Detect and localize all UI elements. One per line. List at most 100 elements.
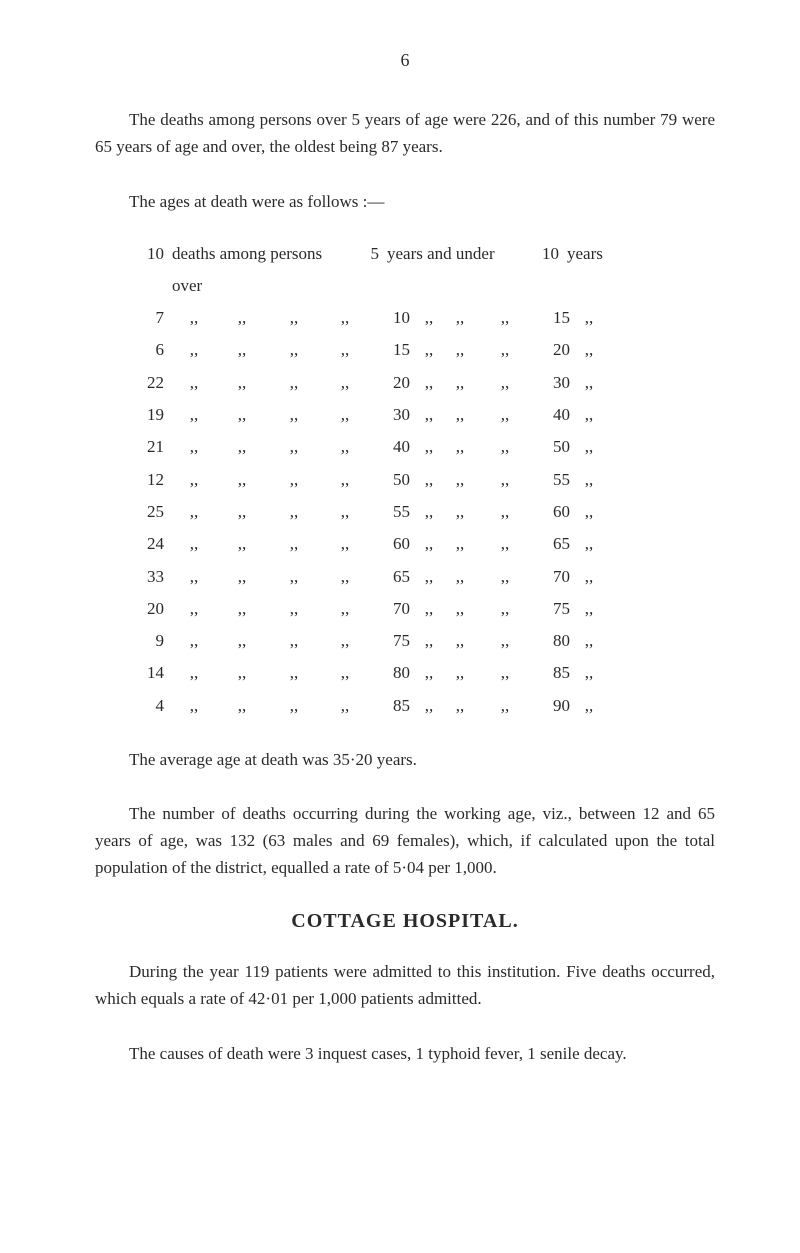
age-row: 25,,,,,,,,55,,,,,,60,, — [95, 496, 715, 528]
age-to: 30 — [530, 367, 570, 399]
ditto-mark: ,, — [268, 399, 320, 431]
ditto-mark: ,, — [410, 625, 440, 657]
age-from: 40 — [370, 431, 410, 463]
ditto-mark: ,, — [320, 657, 370, 689]
age-row-first: 10 deaths among persons over 5 years and… — [95, 238, 715, 303]
ditto-mark: ,, — [216, 464, 268, 496]
ditto-mark: ,, — [480, 593, 530, 625]
ditto-mark: ,, — [268, 690, 320, 722]
age-from: 50 — [370, 464, 410, 496]
ditto-mark: ,, — [480, 496, 530, 528]
age-to: 80 — [530, 625, 570, 657]
ages-intro: The ages at death were as follows :— — [95, 188, 715, 215]
age-row: 21,,,,,,,,40,,,,,,50,, — [95, 431, 715, 463]
ditto-mark: ,, — [216, 657, 268, 689]
ditto-mark: ,, — [570, 334, 600, 366]
ditto-mark: ,, — [268, 593, 320, 625]
ditto-mark: ,, — [320, 496, 370, 528]
ditto-mark: ,, — [216, 625, 268, 657]
ditto-mark: ,, — [410, 593, 440, 625]
ditto-mark: ,, — [164, 431, 216, 463]
count: 12 — [129, 464, 164, 496]
section-heading-cottage-hospital: COTTAGE HOSPITAL. — [95, 910, 715, 933]
ditto-mark: ,, — [268, 528, 320, 560]
ditto-mark: ,, — [480, 367, 530, 399]
ditto-mark: ,, — [480, 431, 530, 463]
years-text-2: years — [559, 238, 609, 270]
ditto-mark: ,, — [268, 367, 320, 399]
ditto-mark: ,, — [164, 690, 216, 722]
paragraph-working-age: The number of deaths occurring during th… — [95, 800, 715, 882]
ditto-mark: ,, — [164, 657, 216, 689]
ditto-mark: ,, — [216, 302, 268, 334]
ditto-mark: ,, — [480, 399, 530, 431]
ditto-mark: ,, — [410, 657, 440, 689]
average-age-line: The average age at death was 35·20 years… — [95, 750, 715, 770]
ditto-mark: ,, — [440, 496, 480, 528]
age-to: 90 — [530, 690, 570, 722]
ditto-mark: ,, — [164, 496, 216, 528]
age-from: 75 — [370, 625, 410, 657]
deaths-text: deaths among persons over — [164, 238, 339, 303]
ditto-mark: ,, — [164, 334, 216, 366]
ditto-mark: ,, — [570, 302, 600, 334]
count: 33 — [129, 561, 164, 593]
ditto-mark: ,, — [268, 334, 320, 366]
ditto-mark: ,, — [320, 593, 370, 625]
ditto-mark: ,, — [320, 625, 370, 657]
age-to: 20 — [530, 334, 570, 366]
ditto-mark: ,, — [164, 464, 216, 496]
ditto-mark: ,, — [410, 528, 440, 560]
age-to: 60 — [530, 496, 570, 528]
age-row: 12,,,,,,,,50,,,,,,55,, — [95, 464, 715, 496]
ditto-mark: ,, — [440, 690, 480, 722]
ditto-mark: ,, — [268, 431, 320, 463]
ditto-mark: ,, — [410, 561, 440, 593]
ditto-mark: ,, — [410, 431, 440, 463]
ditto-mark: ,, — [216, 593, 268, 625]
ditto-mark: ,, — [570, 367, 600, 399]
age-from: 15 — [370, 334, 410, 366]
age-from: 55 — [370, 496, 410, 528]
ditto-mark: ,, — [164, 528, 216, 560]
ditto-mark: ,, — [320, 464, 370, 496]
ditto-mark: ,, — [570, 561, 600, 593]
ditto-mark: ,, — [570, 657, 600, 689]
count: 20 — [129, 593, 164, 625]
paragraph-deaths-over-5: The deaths among persons over 5 years of… — [95, 106, 715, 160]
ditto-mark: ,, — [268, 302, 320, 334]
age-from: 30 — [370, 399, 410, 431]
ditto-mark: ,, — [268, 657, 320, 689]
ditto-mark: ,, — [216, 496, 268, 528]
ditto-mark: ,, — [216, 334, 268, 366]
ditto-mark: ,, — [570, 464, 600, 496]
ditto-mark: ,, — [320, 528, 370, 560]
ditto-mark: ,, — [410, 302, 440, 334]
ditto-mark: ,, — [440, 625, 480, 657]
age-to: 10 — [519, 238, 559, 270]
age-to: 85 — [530, 657, 570, 689]
ditto-mark: ,, — [320, 561, 370, 593]
ditto-mark: ,, — [164, 561, 216, 593]
age-to: 55 — [530, 464, 570, 496]
count: 19 — [129, 399, 164, 431]
ditto-mark: ,, — [480, 334, 530, 366]
age-row: 33,,,,,,,,65,,,,,,70,, — [95, 561, 715, 593]
age-row: 9,,,,,,,,75,,,,,,80,, — [95, 625, 715, 657]
ditto-mark: ,, — [320, 302, 370, 334]
ditto-mark: ,, — [480, 625, 530, 657]
ditto-mark: ,, — [410, 464, 440, 496]
ditto-mark: ,, — [480, 302, 530, 334]
ditto-mark: ,, — [320, 334, 370, 366]
age-row: 22,,,,,,,,20,,,,,,30,, — [95, 367, 715, 399]
count: 24 — [129, 528, 164, 560]
ditto-mark: ,, — [570, 528, 600, 560]
ditto-mark: ,, — [164, 302, 216, 334]
count: 4 — [129, 690, 164, 722]
ditto-mark: ,, — [410, 690, 440, 722]
ditto-mark: ,, — [480, 657, 530, 689]
ditto-mark: ,, — [268, 561, 320, 593]
ditto-mark: ,, — [268, 625, 320, 657]
age-from: 60 — [370, 528, 410, 560]
age-row: 24,,,,,,,,60,,,,,,65,, — [95, 528, 715, 560]
